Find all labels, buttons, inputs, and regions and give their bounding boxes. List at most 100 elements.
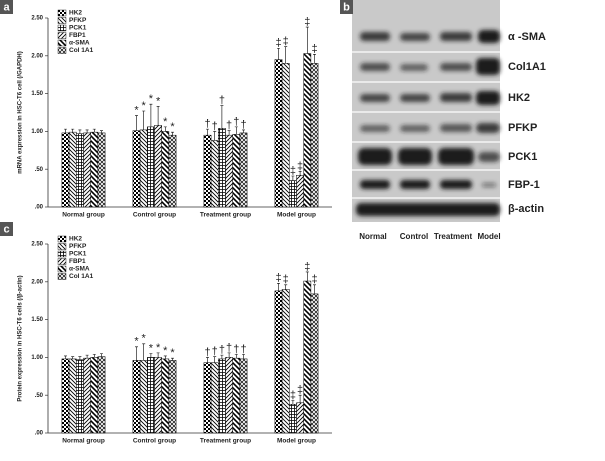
- error-bar: [78, 356, 82, 360]
- error-bar: [234, 354, 238, 359]
- error-bar: [227, 130, 231, 136]
- bar: [168, 360, 177, 434]
- lane-label: Normal: [359, 232, 387, 241]
- legend-label: α-SMA: [69, 40, 90, 47]
- error-bar: [85, 354, 89, 359]
- significance-mark: †: [212, 346, 218, 358]
- significance-mark: ‡: [283, 274, 289, 286]
- error-bar: [313, 284, 316, 294]
- significance-mark: *: [156, 95, 161, 107]
- bar: [274, 59, 283, 208]
- legend-label: FBP1: [69, 32, 86, 39]
- y-tick-label: .50: [35, 393, 44, 399]
- error-bar: [149, 353, 153, 358]
- significance-mark: ‡: [311, 43, 317, 55]
- legend-label: PFKP: [69, 17, 87, 24]
- significance-mark: *: [149, 93, 154, 105]
- error-bar: [213, 356, 217, 363]
- bar: [161, 131, 170, 208]
- legend-swatch: [57, 47, 67, 54]
- error-bar: [92, 354, 96, 358]
- error-bar: [234, 126, 238, 135]
- panel-label: b: [343, 1, 350, 13]
- x-tick-label: Control group: [133, 212, 176, 219]
- error-bar: [291, 175, 295, 181]
- legend-swatch: [57, 9, 67, 17]
- bar: [76, 359, 84, 434]
- y-axis-label: Protein expression in HSC-T6 cells (/β-a…: [18, 275, 24, 401]
- significance-mark: *: [170, 347, 175, 359]
- blot-image: [352, 0, 500, 222]
- legend-label: α-SMA: [69, 266, 90, 273]
- y-tick-label: 2.50: [31, 16, 43, 22]
- error-bar: [171, 357, 174, 361]
- legend-label: Col 1A1: [69, 273, 94, 280]
- protein-label: PFKP: [508, 122, 537, 134]
- protein-label: α -SMA: [508, 31, 546, 43]
- error-bar: [284, 46, 288, 64]
- significance-mark: *: [134, 336, 139, 348]
- bar: [139, 360, 148, 434]
- bar: [303, 53, 312, 208]
- bar: [289, 404, 297, 434]
- protein-label: FBP-1: [508, 179, 540, 191]
- significance-mark: ‡: [283, 36, 289, 48]
- error-bar: [71, 128, 75, 133]
- significance-mark: †: [204, 346, 210, 358]
- error-bar: [85, 129, 89, 133]
- error-bar: [313, 53, 316, 64]
- bar: [210, 140, 219, 208]
- y-tick-label: 1.00: [31, 129, 43, 135]
- significance-mark: *: [163, 345, 168, 357]
- legend-swatch: [57, 24, 67, 32]
- significance-mark: †: [226, 342, 232, 354]
- significance-mark: *: [170, 121, 175, 133]
- bar: [203, 134, 212, 208]
- significance-mark: †: [204, 118, 210, 130]
- legend-swatch: [57, 39, 67, 47]
- y-tick-label: .00: [35, 431, 44, 437]
- x-tick-label: Normal group: [62, 438, 105, 445]
- error-bar: [277, 283, 280, 291]
- error-bar: [163, 126, 167, 132]
- error-bar: [277, 47, 280, 60]
- error-bar: [298, 394, 302, 403]
- error-bar: [142, 110, 146, 130]
- lane-label: Control: [400, 232, 428, 241]
- bar: [239, 132, 248, 208]
- error-bar: [64, 128, 67, 133]
- bar: [296, 402, 304, 434]
- error-bar: [135, 346, 138, 361]
- bar: [61, 132, 70, 208]
- bar: [132, 130, 141, 208]
- y-tick-label: .50: [35, 167, 44, 173]
- significance-mark: *: [142, 100, 147, 112]
- bar: [296, 174, 304, 208]
- significance-mark: ‡: [290, 389, 296, 401]
- x-tick-label: Treatment group: [200, 212, 251, 219]
- y-tick-label: 1.00: [31, 355, 43, 361]
- bar: [210, 362, 219, 434]
- significance-mark: ‡: [304, 16, 310, 28]
- bar: [203, 362, 212, 434]
- error-bar: [305, 271, 309, 282]
- panel-label-box: [340, 0, 353, 14]
- error-bar: [284, 284, 288, 290]
- panel-label-box: [0, 222, 13, 236]
- error-bar: [71, 356, 75, 359]
- significance-mark: *: [142, 333, 147, 345]
- significance-mark: †: [240, 119, 246, 131]
- bar: [83, 132, 91, 208]
- error-bar: [220, 105, 224, 129]
- error-bar: [171, 131, 174, 136]
- significance-mark: ‡: [275, 272, 281, 284]
- bar: [132, 360, 141, 434]
- legend-label: PFKP: [69, 243, 87, 250]
- bar: [68, 358, 77, 434]
- bar: [239, 358, 248, 434]
- bar: [154, 357, 162, 434]
- bar: [90, 131, 99, 208]
- bar: [310, 63, 319, 208]
